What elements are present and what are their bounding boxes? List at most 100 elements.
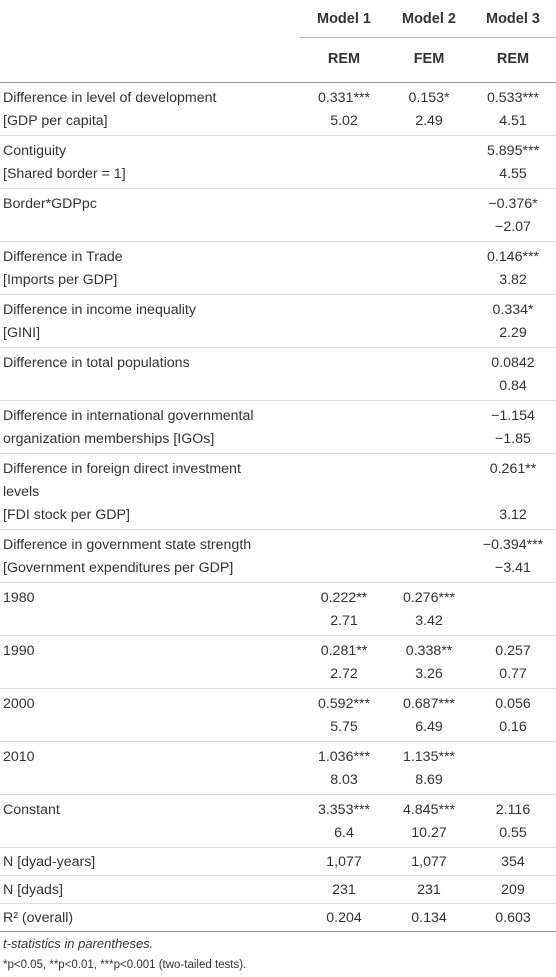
row-group: Constant 3.353*** 4.845*** 2.116 6.4 10.27 0.5… (0, 795, 556, 848)
row-line: [GDP per capita] 5.02 2.49 4.51 (0, 110, 556, 133)
row-label: [FDI stock per GDP] (3, 507, 130, 523)
cell-value (388, 163, 470, 186)
cell-value: 0.146*** (486, 249, 540, 265)
row-label: Border*GDPpc (3, 196, 97, 212)
row-label: 1990 (3, 643, 35, 659)
row-label (0, 822, 300, 845)
cell-value: −2.07 (495, 219, 531, 235)
row-label (0, 216, 300, 239)
row-label: Difference in foreign direct investment (3, 461, 241, 477)
row-group: N [dyads] 231 231 209 (0, 876, 556, 904)
cell-value: −0.376* (488, 196, 538, 212)
cell-value: 0.281** (320, 643, 368, 659)
row-line: 6.4 10.27 0.55 (0, 822, 556, 845)
model-header: Model 2 (388, 0, 470, 38)
cell-value: 2.116 (495, 802, 531, 818)
row-label: 2000 (3, 696, 35, 712)
cell-value: 0.134 (411, 910, 447, 926)
cell-value (300, 216, 388, 239)
row-line: Difference in foreign direct investment 0… (0, 458, 556, 481)
cell-value (300, 299, 388, 322)
estimator-row: REM FEM REM (0, 38, 556, 83)
cell-value: 231 (332, 882, 356, 898)
cell-value (300, 163, 388, 186)
model-header: Model 1 (300, 0, 388, 38)
row-group: Difference in Trade 0.146*** [Imports per … (0, 242, 556, 295)
cell-value (300, 322, 388, 345)
row-line: [GINI] 2.29 (0, 322, 556, 345)
cell-value: 2.29 (499, 325, 527, 341)
note: t-statistics in parentheses. (3, 936, 154, 951)
estimator-header: FEM (413, 51, 445, 67)
row-group: 1980 0.222** 0.276*** 2.71 3.42 (0, 583, 556, 636)
row-line: Difference in income inequality 0.334* (0, 299, 556, 322)
row-group: Difference in government state strength −… (0, 530, 556, 583)
row-line: 8.03 8.69 (0, 769, 556, 792)
row-line: N [dyad-years] 1,077 1,077 354 (0, 852, 556, 873)
estimator-header: REM (327, 51, 361, 67)
row-label: [Shared border = 1] (3, 166, 126, 182)
estimator-header: REM (496, 51, 530, 67)
cell-value: −3.41 (495, 560, 531, 576)
cell-value: 8.69 (415, 772, 443, 788)
row-line: Contiguity 5.895*** (0, 140, 556, 163)
cell-value (388, 534, 470, 557)
cell-value: 0.204 (326, 910, 362, 926)
row-group: Difference in international governmental… (0, 401, 556, 454)
row-line: Difference in international governmental… (0, 405, 556, 428)
cell-value: −1.154 (491, 408, 535, 424)
table-body: Difference in level of development 0.331*… (0, 83, 556, 932)
row-line: organization memberships [IGOs] −1.85 (0, 428, 556, 451)
row-label: 2010 (3, 749, 35, 765)
row-label: Difference in international governmental (3, 408, 254, 424)
cell-value: 0.331*** (317, 90, 371, 106)
cell-value (388, 504, 470, 527)
row-line: 2010 1.036*** 1.135*** (0, 746, 556, 769)
cell-value (388, 481, 470, 504)
cell-value: 2.71 (330, 613, 358, 629)
row-line: 0.84 (0, 375, 556, 398)
row-label (0, 716, 300, 739)
header-blank (0, 0, 300, 38)
cell-value: 1.036*** (317, 749, 371, 765)
cell-value (388, 269, 470, 292)
row-line: 5.75 6.49 0.16 (0, 716, 556, 739)
cell-value: 3.42 (415, 613, 443, 629)
cell-value (388, 405, 470, 428)
row-line: 1980 0.222** 0.276*** (0, 587, 556, 610)
cell-value: 0.77 (499, 666, 527, 682)
row-group: Difference in foreign direct investment 0… (0, 454, 556, 530)
cell-value: 3.26 (415, 666, 443, 682)
cell-value (470, 769, 556, 792)
cell-value (300, 246, 388, 269)
row-group: Difference in total populations 0.0842 0.8… (0, 348, 556, 401)
cell-value: 1,077 (411, 854, 447, 870)
cell-value: 5.75 (330, 719, 358, 735)
row-line: Difference in level of development 0.331*… (0, 87, 556, 110)
cell-value (300, 140, 388, 163)
row-line: Difference in Trade 0.146*** (0, 246, 556, 269)
cell-value: 0.533*** (486, 90, 540, 106)
row-group: 2000 0.592*** 0.687*** 0.056 5.75 6.49 0.16 (0, 689, 556, 742)
cell-value (388, 322, 470, 345)
row-line: R² (overall) 0.204 0.134 0.603 (0, 908, 556, 929)
row-label (0, 375, 300, 398)
cell-value (300, 481, 388, 504)
cell-value (300, 428, 388, 451)
row-line: 1990 0.281** 0.338** 0.257 (0, 640, 556, 663)
row-line: Constant 3.353*** 4.845*** 2.116 (0, 799, 556, 822)
row-group: R² (overall) 0.204 0.134 0.603 (0, 904, 556, 932)
regression-table: Model 1 Model 2 Model 3 REM FEM REM Diff… (0, 0, 556, 932)
row-group: Difference in level of development 0.331*… (0, 83, 556, 136)
cell-value: 2.72 (330, 666, 358, 682)
cell-value (300, 557, 388, 580)
cell-value (388, 557, 470, 580)
cell-value (388, 375, 470, 398)
row-label: N [dyads] (3, 882, 63, 898)
cell-value: 5.895*** (486, 143, 540, 159)
cell-value: 0.153* (408, 90, 450, 106)
row-label: [Imports per GDP] (3, 272, 118, 288)
cell-value (300, 458, 388, 481)
row-line: [Government expenditures per GDP] −3.41 (0, 557, 556, 580)
